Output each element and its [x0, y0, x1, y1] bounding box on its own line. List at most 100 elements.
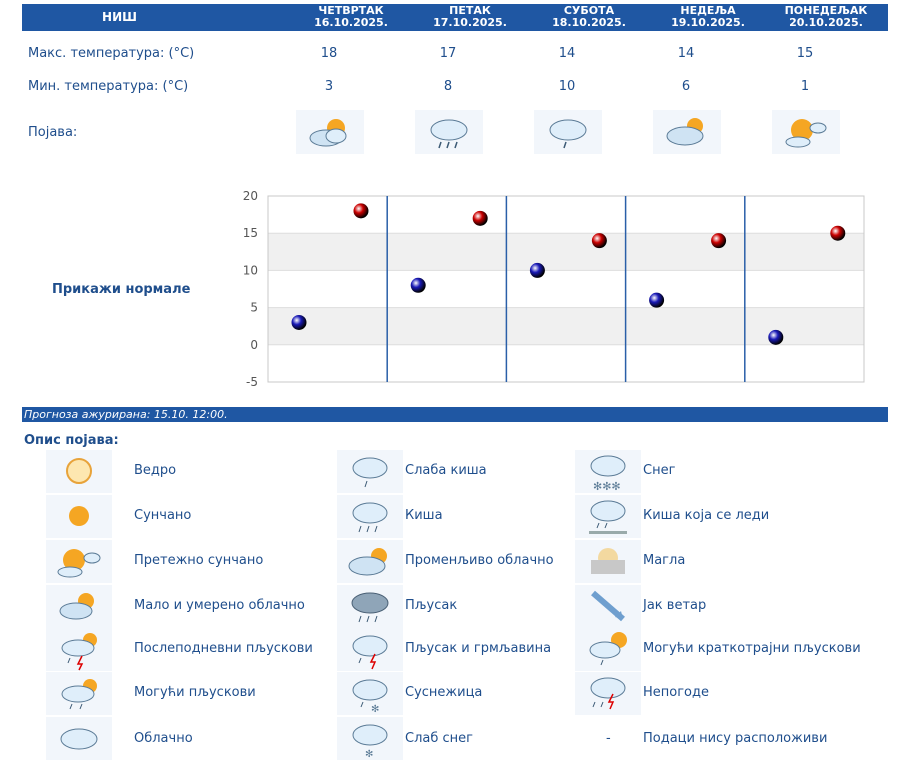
- possible-showers-icon: [46, 672, 112, 715]
- fog-icon: [575, 540, 641, 583]
- legend-label: Облачно: [134, 731, 193, 746]
- legend-label: Могући краткотрајни пљускови: [643, 641, 861, 656]
- storm-icon: [575, 672, 641, 715]
- grid-band: [268, 270, 864, 308]
- data-point[interactable]: [291, 314, 307, 330]
- legend-label: Послеподневни пљускови: [134, 641, 313, 656]
- legend-title: Опис појава:: [24, 433, 119, 448]
- brief-showers-icon: [575, 628, 641, 671]
- min-temp-label: Мин. температура: (°C): [28, 79, 189, 94]
- partly-cloudy-icon: [296, 110, 364, 154]
- light-rain-icon: [534, 110, 602, 154]
- min-temp-3: 10: [558, 79, 576, 94]
- variable-cloudy-icon: [653, 110, 721, 154]
- freezing-rain-icon: [575, 495, 641, 538]
- partly-cloudy-icon: [46, 585, 112, 628]
- max-temp-2: 17: [439, 46, 457, 61]
- city-name: НИШ: [102, 10, 137, 24]
- data-point[interactable]: [830, 225, 846, 241]
- day-header-2: ПЕТАК 17.10.2025.: [411, 4, 529, 31]
- phenomenon-label: Појава:: [28, 125, 78, 140]
- forecast-header: НИШ ЧЕТВРТАК 16.10.2025. ПЕТАК 17.10.202…: [22, 4, 888, 31]
- min-temp-1: 3: [324, 79, 334, 94]
- legend-label: Снег: [643, 463, 676, 478]
- legend-label: Киша која се леди: [643, 508, 770, 523]
- max-temp-4: 14: [677, 46, 695, 61]
- legend-label: Сунчано: [134, 508, 192, 523]
- afternoon-showers-icon: [46, 628, 112, 671]
- shower-icon: [337, 585, 403, 628]
- legend-label: Слаба киша: [405, 463, 487, 478]
- legend-label: Јак ветар: [643, 598, 707, 613]
- day-name: ПОНЕДЕЉАК: [784, 4, 868, 17]
- data-point[interactable]: [711, 233, 727, 249]
- svg-text:✻✻✻: ✻✻✻: [593, 480, 621, 493]
- strong-wind-icon: [575, 585, 641, 628]
- data-point[interactable]: [410, 277, 426, 293]
- day-date: 18.10.2025.: [552, 16, 626, 29]
- light-rain-icon: [337, 450, 403, 493]
- temperature-chart: Прикажи нормале 20 15 10 5 0 -5: [0, 180, 900, 400]
- svg-text:✻: ✻: [371, 704, 379, 715]
- data-point[interactable]: [591, 233, 607, 249]
- y-tick-label: 15: [243, 226, 258, 240]
- day-date: 17.10.2025.: [433, 16, 507, 29]
- day-date: 19.10.2025.: [671, 16, 745, 29]
- mostly-sunny-icon: [772, 110, 840, 154]
- legend-label: Пљусак и грмљавина: [405, 641, 552, 656]
- day-header-5: ПОНЕДЕЉАК 20.10.2025.: [767, 4, 885, 31]
- svg-text:✻: ✻: [365, 749, 373, 760]
- max-temp-5: 15: [796, 46, 814, 61]
- min-temp-5: 1: [800, 79, 810, 94]
- max-temp-1: 18: [320, 46, 338, 61]
- snow-icon: ✻✻✻: [575, 450, 641, 493]
- day-header-4: НЕДЕЉА 19.10.2025.: [649, 4, 767, 31]
- y-tick-label: 0: [250, 338, 258, 352]
- show-normals-link[interactable]: Прикажи нормале: [52, 282, 191, 297]
- legend-label: Киша: [405, 508, 443, 523]
- data-point[interactable]: [768, 329, 784, 345]
- rain-icon: [337, 495, 403, 538]
- day-date: 20.10.2025.: [789, 16, 863, 29]
- day-name: СУБОТА: [563, 4, 615, 17]
- max-temp-label: Макс. температура: (°C): [28, 46, 195, 61]
- data-point[interactable]: [353, 203, 369, 219]
- max-temp-3: 14: [558, 46, 576, 61]
- legend-label: Непогоде: [643, 685, 709, 700]
- data-point[interactable]: [529, 262, 545, 278]
- clear-icon: [46, 450, 112, 493]
- y-tick-label: 5: [250, 301, 258, 315]
- mostly-sunny-icon: [46, 540, 112, 583]
- legend-label: Магла: [643, 553, 686, 568]
- light-rain-icon: [415, 110, 483, 154]
- min-temp-2: 8: [443, 79, 453, 94]
- day-header-1: ЧЕТВРТАК 16.10.2025.: [292, 4, 410, 31]
- legend-label: Суснежица: [405, 685, 483, 700]
- grid-band: [268, 344, 864, 382]
- data-point[interactable]: [472, 210, 488, 226]
- grid-band: [268, 307, 864, 345]
- day-name: ЧЕТВРТАК: [318, 4, 384, 17]
- no-data-dash: -: [606, 731, 611, 746]
- legend-label: Ведро: [134, 463, 177, 478]
- legend-label: Променљиво облачно: [405, 553, 554, 568]
- sleet-icon: ✻: [337, 672, 403, 715]
- y-tick-label: 10: [243, 263, 258, 277]
- chart-svg: 20 15 10 5 0 -5: [243, 189, 865, 389]
- min-temp-4: 6: [681, 79, 691, 94]
- legend-label: Претежно сунчано: [134, 553, 264, 568]
- legend-label: Слаб снег: [405, 731, 473, 746]
- legend-label: Подаци нису расположиви: [643, 731, 828, 746]
- grid-band: [268, 233, 864, 271]
- cloudy-icon: [46, 717, 112, 760]
- legend-label: Могући пљускови: [134, 685, 256, 700]
- y-tick-label: -5: [246, 375, 258, 389]
- day-name: НЕДЕЉА: [680, 4, 736, 17]
- day-name: ПЕТАК: [449, 4, 491, 17]
- variable-cloudy-icon: [337, 540, 403, 583]
- plot-border: [267, 195, 865, 383]
- legend-label: Мало и умерено облачно: [134, 598, 305, 613]
- sunny-icon: [46, 495, 112, 538]
- data-point[interactable]: [649, 292, 665, 308]
- legend-label: Пљусак: [405, 598, 458, 613]
